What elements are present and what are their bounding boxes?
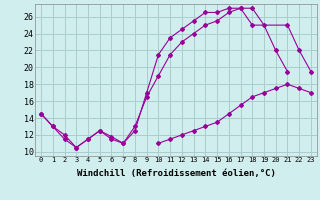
X-axis label: Windchill (Refroidissement éolien,°C): Windchill (Refroidissement éolien,°C)	[76, 169, 276, 178]
